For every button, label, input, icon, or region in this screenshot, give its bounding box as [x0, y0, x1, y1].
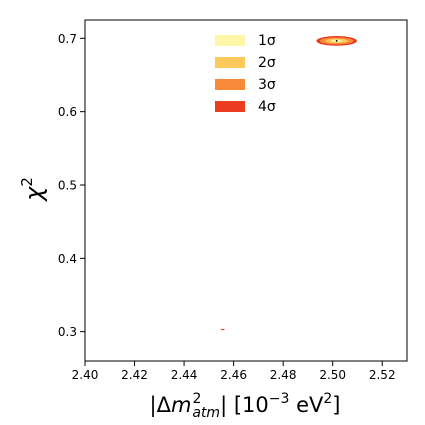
x-axis-label: |Δm2 atm| [10−3 eV2]: [150, 391, 341, 421]
y-tick-label: 0.6: [58, 105, 77, 119]
x-tick-label: 2.46: [220, 368, 247, 382]
legend-label: 2σ: [258, 55, 276, 71]
legend-swatch: [215, 79, 245, 90]
x-tick-label: 2.50: [319, 368, 346, 382]
y-axis: 0.3 0.4 0.5 0.6 0.7: [58, 32, 85, 339]
x-tick-label: 2.48: [270, 368, 297, 382]
y-axis-label: χ2: [18, 177, 48, 203]
y-tick-label: 0.4: [58, 252, 77, 266]
legend-swatch: [215, 57, 245, 68]
small-island: [220, 328, 225, 331]
legend-label: 3σ: [258, 77, 276, 93]
contour-4sigma: [220, 328, 225, 331]
x-tick-label: 2.42: [121, 368, 148, 382]
best-fit-point: [335, 40, 338, 42]
contour-regions: [220, 36, 357, 331]
main-island: [316, 36, 357, 46]
legend-label: 1σ: [258, 33, 276, 49]
x-tick-label: 2.52: [369, 368, 396, 382]
x-tick-label: 2.40: [72, 368, 99, 382]
legend-label: 4σ: [258, 99, 276, 115]
y-tick-label: 0.5: [58, 179, 77, 193]
y-tick-label: 0.3: [58, 325, 77, 339]
legend-swatch: [215, 101, 245, 112]
y-tick-label: 0.7: [58, 32, 77, 46]
legend: 1σ 2σ 3σ 4σ: [215, 33, 276, 115]
x-axis: 2.40 2.42 2.44 2.46 2.48 2.50 2.52: [72, 361, 396, 382]
legend-swatch: [215, 35, 245, 46]
plot-frame: [84, 19, 408, 362]
x-tick-label: 2.44: [171, 368, 198, 382]
